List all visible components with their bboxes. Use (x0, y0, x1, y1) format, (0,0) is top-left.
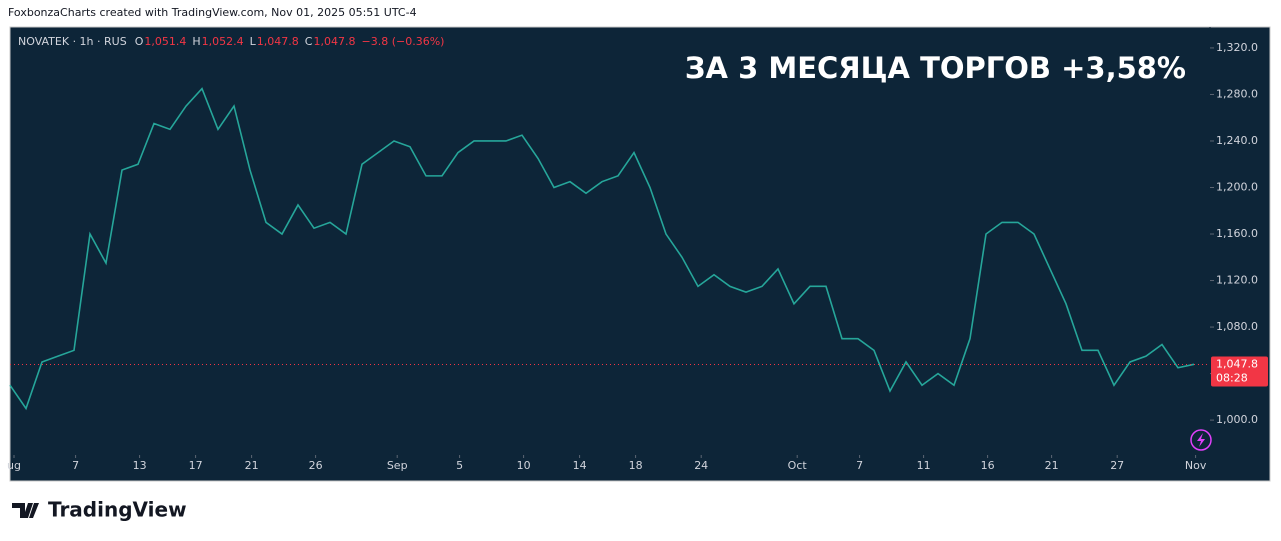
tradingview-logo: TradingView (12, 498, 187, 522)
x-tick-label: 17 (189, 459, 203, 472)
x-tick-label: 16 (981, 459, 995, 472)
legend-key: O (135, 35, 144, 48)
y-tick-label: 1,280.0 (1216, 87, 1258, 100)
x-tick-label: 24 (694, 459, 708, 472)
legend-value: 1,047.8 (257, 35, 299, 48)
y-tick-label: 1,000.0 (1216, 413, 1258, 426)
legend-change: −3.8 (−0.36%) (361, 35, 444, 48)
lightning-icon (1190, 429, 1212, 451)
y-tick-label: 1,200.0 (1216, 181, 1258, 194)
x-tick-label: 5 (456, 459, 463, 472)
x-tick-label: 14 (573, 459, 587, 472)
y-tick-label: 1,120.0 (1216, 274, 1258, 287)
plot-area (9, 26, 1271, 482)
legend-key: H (192, 35, 200, 48)
brand: TradingView (48, 498, 187, 522)
x-tick-label: Oct (788, 459, 808, 472)
x-tick-label: ug (7, 459, 21, 472)
last-price-label: 1,047.8 (1216, 358, 1258, 371)
attribution: FoxbonzaCharts created with TradingView.… (8, 6, 417, 19)
legend-value: 1,047.8 (313, 35, 355, 48)
y-tick-label: 1,080.0 (1216, 320, 1258, 333)
x-tick-label: 11 (917, 459, 931, 472)
y-tick-label: 1,240.0 (1216, 134, 1258, 147)
x-tick-label: 7 (72, 459, 79, 472)
legend-value: 1,052.4 (202, 35, 244, 48)
x-tick-label: 18 (629, 459, 643, 472)
legend-value: 1,051.4 (144, 35, 186, 48)
x-tick-label: 21 (1045, 459, 1059, 472)
x-tick-label: 26 (309, 459, 323, 472)
x-tick-label: 27 (1110, 459, 1124, 472)
x-tick-label: 21 (245, 459, 259, 472)
chart-title: ЗА 3 МЕСЯЦА ТОРГОВ +3,58% (685, 51, 1186, 85)
x-tick-label: 10 (517, 459, 531, 472)
x-tick-label: Sep (387, 459, 408, 472)
price-line (9, 87, 1195, 411)
countdown: 08:28 (1216, 372, 1248, 385)
x-tick-label: 7 (856, 459, 863, 472)
legend-key: L (250, 35, 257, 48)
legend: NOVATEK · 1h · RUS O 1,051.4 H 1,052.4 L 1,04… (18, 35, 444, 48)
last-price-box (1211, 356, 1268, 387)
y-tick-label: 1,320.0 (1216, 41, 1258, 54)
x-tick-label: Nov (1185, 459, 1207, 472)
legend-key: C (305, 35, 313, 48)
symbol: NOVATEK · 1h · RUS (18, 35, 127, 48)
y-tick-label: 1,160.0 (1216, 227, 1258, 240)
x-tick-label: 13 (133, 459, 147, 472)
